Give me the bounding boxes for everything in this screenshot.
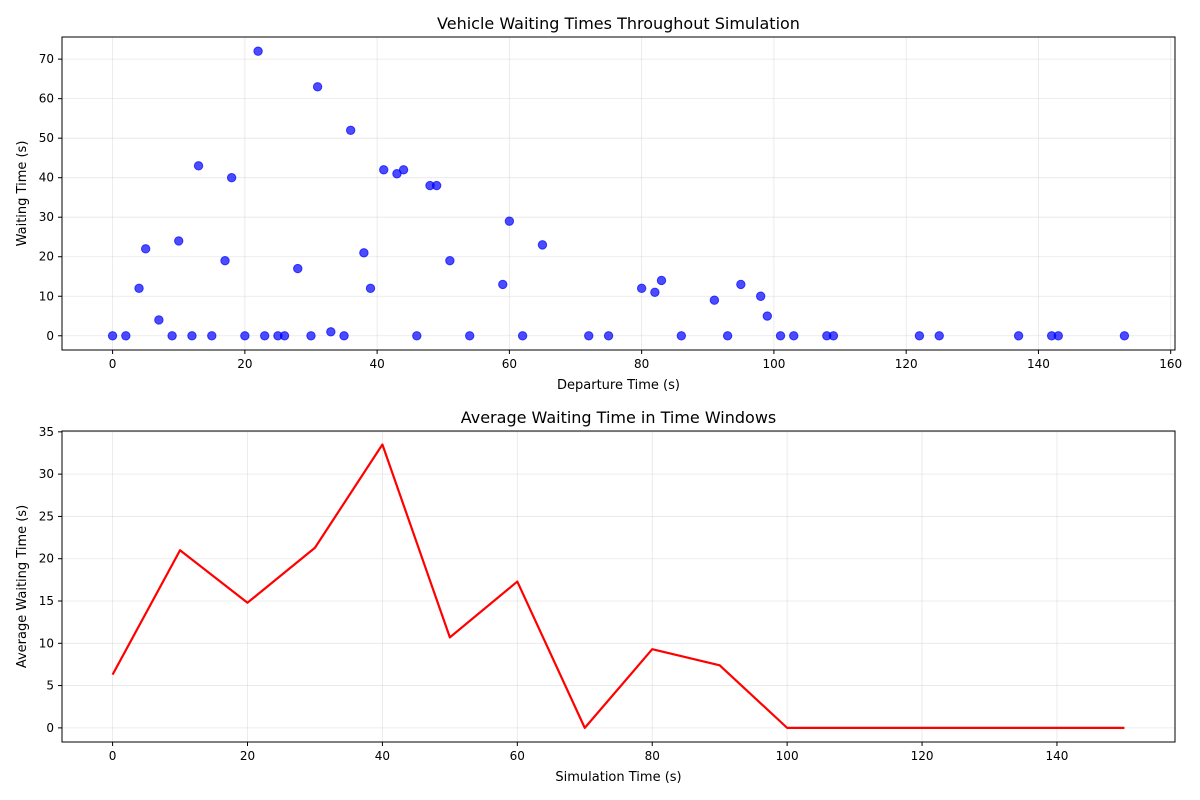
scatter-x-tick-label: 120 xyxy=(895,357,918,371)
scatter-y-axis-label: Waiting Time (s) xyxy=(15,141,30,247)
scatter-point xyxy=(504,216,515,226)
line-x-tick-label: 60 xyxy=(510,749,525,763)
scatter-x-tick-label: 20 xyxy=(237,357,252,371)
line-x-tick-label: 100 xyxy=(776,749,799,763)
scatter-point xyxy=(140,244,151,254)
scatter-y-tick-label: 30 xyxy=(39,210,54,224)
scatter-point xyxy=(1013,331,1024,341)
scatter-point xyxy=(431,180,442,191)
scatter-point xyxy=(226,172,237,183)
scatter-point xyxy=(603,331,614,341)
line-y-tick-label: 0 xyxy=(46,721,54,735)
scatter-point xyxy=(312,82,323,92)
scatter-point xyxy=(220,255,230,266)
scatter-point xyxy=(722,331,733,341)
line-x-axis-label: Simulation Time (s) xyxy=(555,770,681,785)
scatter-y-tick-label: 0 xyxy=(46,329,54,343)
line-chart-panel: 0 20 40 60 80 100 120 140 0 5 10 15 20 25 30 35 Average… xyxy=(15,408,1176,785)
scatter-y-tick-label: 70 xyxy=(39,52,54,66)
line-y-axis-label: Average Waiting Time (s) xyxy=(15,505,30,668)
line-y-tick-label: 10 xyxy=(39,636,54,650)
scatter-y-tick-label: 50 xyxy=(39,131,54,145)
scatter-point xyxy=(121,331,131,341)
line-x-tick-label: 80 xyxy=(645,749,660,763)
line-x-tick-label: 40 xyxy=(375,749,390,763)
scatter-point xyxy=(207,331,217,341)
line-y-tick-label: 25 xyxy=(39,509,54,523)
scatter-y-tick-label: 60 xyxy=(39,92,54,106)
scatter-point xyxy=(537,240,548,250)
scatter-point xyxy=(656,275,667,286)
scatter-point xyxy=(755,291,766,301)
scatter-x-axis-label: Departure Time (s) xyxy=(557,378,680,393)
line-chart-frame xyxy=(61,430,1176,743)
scatter-point xyxy=(339,331,349,341)
scatter-point xyxy=(934,331,944,341)
scatter-x-tick-label: 60 xyxy=(502,357,517,371)
scatter-point xyxy=(465,331,475,341)
scatter-point xyxy=(445,255,455,266)
scatter-point xyxy=(306,331,316,341)
scatter-point xyxy=(279,331,290,341)
scatter-point xyxy=(326,327,336,337)
scatter-point xyxy=(154,315,164,325)
scatter-x-tick-label: 0 xyxy=(109,357,117,371)
scatter-plot-frame xyxy=(61,36,1176,351)
scatter-point xyxy=(498,279,508,290)
scatter-point xyxy=(709,295,720,305)
scatter-point xyxy=(193,161,204,171)
scatter-x-tick-label: 140 xyxy=(1027,357,1050,371)
scatter-y-tick-label: 40 xyxy=(39,171,54,185)
scatter-point xyxy=(253,46,263,56)
scatter-point xyxy=(379,165,389,175)
line-y-tick-label: 5 xyxy=(46,679,54,693)
line-x-tick-label: 120 xyxy=(911,749,934,763)
scatter-point xyxy=(359,248,369,258)
scatter-point xyxy=(240,331,250,341)
scatter-point xyxy=(1053,331,1063,341)
scatter-x-tick-label: 160 xyxy=(1159,357,1182,371)
scatter-x-tick-label: 40 xyxy=(369,357,384,371)
scatter-point xyxy=(365,283,376,294)
scatter-point xyxy=(174,236,184,246)
line-y-tick-label: 15 xyxy=(39,594,54,608)
scatter-point xyxy=(676,331,687,341)
scatter-plot-title: Vehicle Waiting Times Throughout Simulat… xyxy=(437,14,800,33)
scatter-point xyxy=(293,263,303,274)
line-y-tick-label: 30 xyxy=(39,467,54,481)
scatter-point xyxy=(134,283,144,294)
scatter-point xyxy=(187,331,197,341)
scatter-point xyxy=(650,287,660,298)
scatter-point xyxy=(412,331,422,341)
scatter-plot-panel: 0 20 40 60 80 100 120 140 160 0 10 20 30 40 50 60 70 Veh… xyxy=(15,14,1182,393)
scatter-point xyxy=(828,331,839,341)
scatter-point xyxy=(736,279,746,290)
line-y-tick-label: 35 xyxy=(39,425,54,439)
scatter-point xyxy=(762,311,772,321)
scatter-x-tick-label: 100 xyxy=(762,357,785,371)
scatter-y-tick-label: 20 xyxy=(39,250,54,264)
scatter-x-tick-label: 80 xyxy=(634,357,649,371)
scatter-point xyxy=(775,331,786,341)
line-x-tick-label: 140 xyxy=(1046,749,1069,763)
scatter-point xyxy=(789,331,799,341)
scatter-point xyxy=(345,125,356,135)
line-chart-title: Average Waiting Time in Time Windows xyxy=(461,408,777,427)
scatter-point xyxy=(914,331,925,341)
scatter-point xyxy=(1119,331,1130,341)
scatter-point xyxy=(167,331,177,341)
scatter-point xyxy=(398,165,409,175)
scatter-point xyxy=(584,331,594,341)
scatter-point xyxy=(107,331,118,341)
line-x-tick-label: 20 xyxy=(240,749,255,763)
scatter-point xyxy=(517,331,528,341)
scatter-point xyxy=(259,331,270,341)
line-x-tick-label: 0 xyxy=(109,749,117,763)
line-y-tick-label: 20 xyxy=(39,552,54,566)
scatter-point xyxy=(636,283,647,294)
average-waiting-time-line xyxy=(111,443,1125,729)
scatter-y-tick-label: 10 xyxy=(39,289,54,303)
